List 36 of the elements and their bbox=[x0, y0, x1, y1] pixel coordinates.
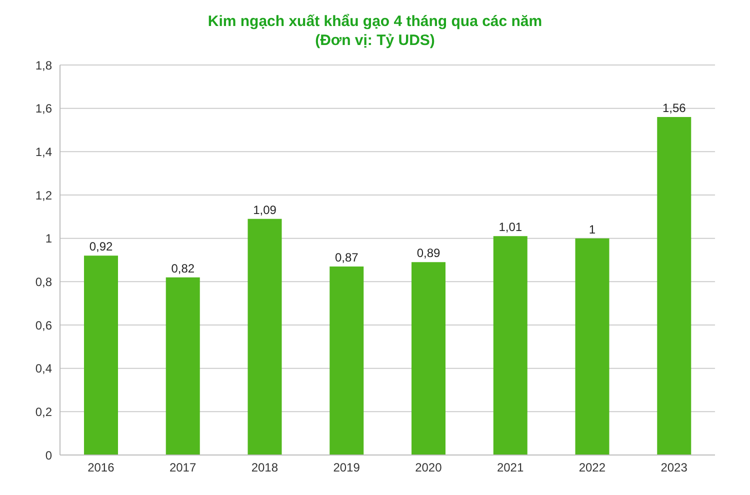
x-tick-label: 2016 bbox=[88, 460, 115, 475]
bar bbox=[248, 218, 282, 455]
bar bbox=[575, 238, 610, 455]
x-tick-label: 2022 bbox=[578, 460, 606, 475]
y-tick-label: 1,6 bbox=[35, 102, 52, 116]
y-tick-label: 1,2 bbox=[35, 188, 52, 202]
chart-title: Kim ngạch xuất khẩu gạo 4 tháng qua các năm bbox=[206, 12, 544, 31]
x-tick-label: 2021 bbox=[496, 460, 524, 475]
bar bbox=[166, 277, 200, 455]
bar bbox=[493, 236, 528, 455]
data-label: 0,92 bbox=[89, 240, 113, 254]
y-tick-label: 1,4 bbox=[35, 144, 52, 159]
y-tick-label: 1,8 bbox=[35, 58, 52, 72]
y-tick-label: 0,6 bbox=[35, 318, 52, 332]
y-tick-label: 1 bbox=[45, 232, 52, 246]
bar bbox=[330, 266, 364, 455]
bar bbox=[657, 117, 692, 455]
y-tick-label: 0,2 bbox=[35, 404, 52, 419]
x-tick-label: 2020 bbox=[415, 460, 442, 475]
chart-subtitle: (Đơn vị: Tỷ UDS) bbox=[314, 31, 436, 50]
data-label: 1 bbox=[588, 222, 596, 236]
data-label: 1,56 bbox=[662, 101, 686, 115]
y-tick-label: 0 bbox=[45, 448, 52, 462]
y-tick-label: 0,8 bbox=[35, 274, 52, 289]
data-label: 0,89 bbox=[416, 246, 440, 260]
bar bbox=[84, 256, 118, 455]
x-tick-label: 2017 bbox=[169, 460, 196, 475]
data-label: 0,87 bbox=[334, 250, 359, 264]
data-label: 0,82 bbox=[171, 261, 195, 276]
x-tick-label: 2019 bbox=[333, 460, 360, 475]
data-label: 1,01 bbox=[498, 220, 522, 234]
bar bbox=[412, 262, 446, 455]
y-tick-label: 0,4 bbox=[35, 362, 52, 376]
data-label: 1,09 bbox=[253, 202, 277, 217]
x-tick-label: 2023 bbox=[660, 460, 688, 475]
x-tick-label: 2018 bbox=[251, 460, 278, 475]
